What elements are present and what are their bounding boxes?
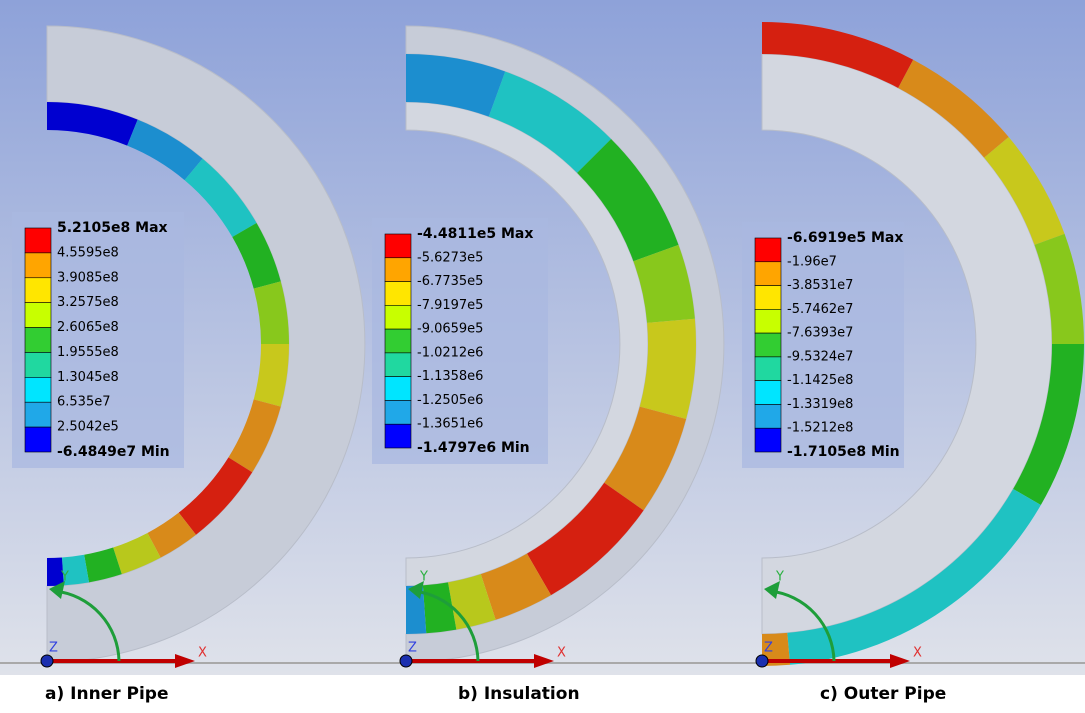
axis-label-y: Y xyxy=(419,570,428,585)
legend-label: -1.3319e8 xyxy=(787,397,853,412)
axis-label-z: Z xyxy=(764,641,773,656)
legend-swatch xyxy=(385,234,411,258)
legend-label: -9.0659e5 xyxy=(417,322,483,337)
legend-label: 6.535e7 xyxy=(57,395,111,410)
legend-label: -6.6919e5 Max xyxy=(787,230,903,246)
legend-label: 2.6065e8 xyxy=(57,320,119,335)
panel-caption: a) Inner Pipe xyxy=(45,684,169,704)
legend-swatch xyxy=(25,228,51,253)
legend-label: -1.7105e8 Min xyxy=(787,444,900,460)
origin-dot xyxy=(756,655,768,667)
legend-label: -1.0212e6 xyxy=(417,345,483,360)
legend-label: -9.5324e7 xyxy=(787,349,853,364)
legend-label: -7.6393e7 xyxy=(787,326,853,341)
legend-swatch xyxy=(755,309,781,333)
axis-label-x: X xyxy=(913,646,922,661)
legend-label: 1.9555e8 xyxy=(57,345,119,360)
legend-label: 5.2105e8 Max xyxy=(57,220,168,236)
axis-label-y: Y xyxy=(60,570,69,585)
legend-label: -1.1358e6 xyxy=(417,369,483,384)
legend-label: -1.5212e8 xyxy=(787,421,853,436)
legend-swatch xyxy=(385,377,411,401)
legend-label: -6.7735e5 xyxy=(417,274,483,289)
legend-swatch xyxy=(755,404,781,428)
legend-label: 3.9085e8 xyxy=(57,270,119,285)
legend-label: -1.3651e6 xyxy=(417,417,483,432)
legend-swatch xyxy=(25,328,51,353)
legend-label: -1.4797e6 Min xyxy=(417,440,530,456)
legend-swatch xyxy=(25,352,51,377)
axis-label-x: X xyxy=(198,646,207,661)
legend-label: -1.96e7 xyxy=(787,254,837,269)
origin-dot xyxy=(41,655,53,667)
legend-swatch xyxy=(755,238,781,262)
legend-swatch xyxy=(385,329,411,353)
legend-swatch xyxy=(25,427,51,452)
axis-label-z: Z xyxy=(408,641,417,656)
contour-band xyxy=(640,319,696,419)
legend-label: 1.3045e8 xyxy=(57,370,119,385)
legend-swatch xyxy=(385,424,411,448)
legend-label: -6.4849e7 Min xyxy=(57,444,170,460)
legend-label: -1.1425e8 xyxy=(787,373,853,388)
legend-swatch xyxy=(385,282,411,306)
legend-swatch xyxy=(385,353,411,377)
legend-label: 4.5595e8 xyxy=(57,245,119,260)
legend-label: -3.8531e7 xyxy=(787,278,853,293)
panel-caption: b) Insulation xyxy=(458,684,580,704)
axis-label-z: Z xyxy=(49,641,58,656)
legend-swatch xyxy=(755,262,781,286)
axis-label-x: X xyxy=(557,646,566,661)
legend-swatch xyxy=(385,305,411,329)
figure: 5.2105e8 Max 4.5595e8 3.9085e8 3.2575e8 2.60… xyxy=(0,0,1085,713)
origin-dot xyxy=(400,655,412,667)
legend-swatch xyxy=(25,278,51,303)
legend-label: -5.6273e5 xyxy=(417,250,483,265)
legend-swatch xyxy=(385,400,411,424)
legend-label: 3.2575e8 xyxy=(57,295,119,310)
legend-label: -4.4811e5 Max xyxy=(417,226,533,242)
legend-label: -5.7462e7 xyxy=(787,302,853,317)
legend-swatch xyxy=(25,377,51,402)
legend-swatch xyxy=(755,428,781,452)
legend-label: -7.9197e5 xyxy=(417,298,483,313)
axis-label-y: Y xyxy=(775,570,784,585)
legend-swatch xyxy=(25,402,51,427)
legend-swatch xyxy=(755,286,781,310)
legend-swatch xyxy=(385,258,411,282)
legend-swatch xyxy=(755,357,781,381)
legend-swatch xyxy=(25,303,51,328)
legend-swatch xyxy=(755,333,781,357)
panel-caption: c) Outer Pipe xyxy=(820,684,946,704)
figure-canvas: 5.2105e8 Max 4.5595e8 3.9085e8 3.2575e8 2.60… xyxy=(0,0,1085,713)
legend-label: 2.5042e5 xyxy=(57,420,119,435)
legend-swatch xyxy=(755,381,781,405)
legend-label: -1.2505e6 xyxy=(417,393,483,408)
legend-swatch xyxy=(25,253,51,278)
